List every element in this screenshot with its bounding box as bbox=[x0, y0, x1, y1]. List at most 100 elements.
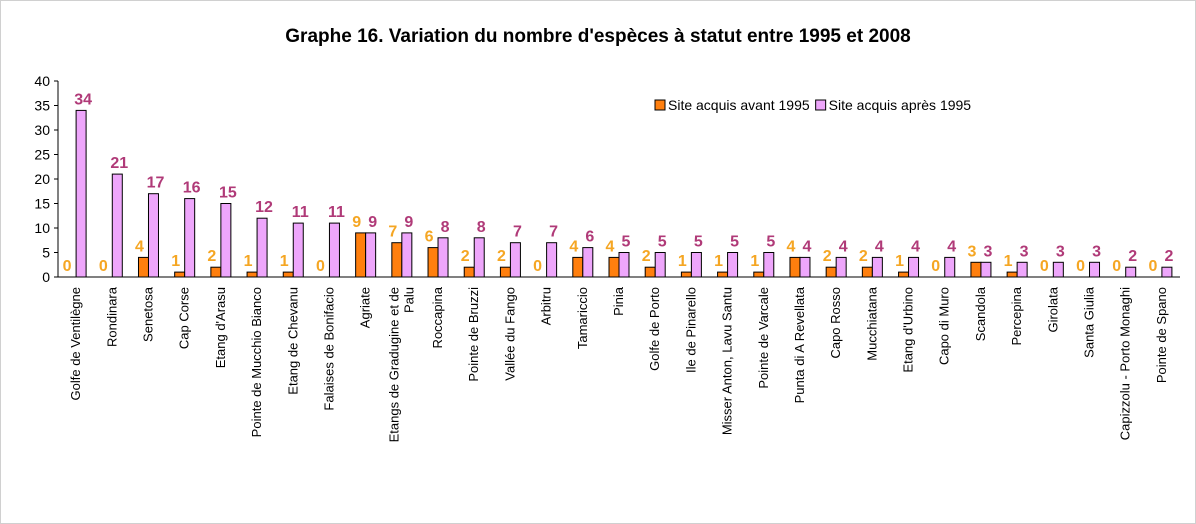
bar bbox=[970, 261, 982, 278]
value-label: 11 bbox=[328, 204, 345, 221]
value-label: 2 bbox=[859, 248, 868, 265]
bar bbox=[509, 242, 521, 278]
value-label: 3 bbox=[967, 243, 976, 260]
x-tick-label: Vallée du Fango bbox=[502, 287, 517, 381]
x-tick-label: Etang d'Urbino bbox=[901, 287, 916, 373]
x-tick-label: Santa Giulia bbox=[1082, 286, 1097, 358]
x-tick-label: Etang d'Arasu bbox=[213, 287, 228, 368]
x-tick-label: Capo Rosso bbox=[828, 287, 843, 359]
y-tick-label: 15 bbox=[34, 196, 50, 212]
value-label: 0 bbox=[316, 258, 325, 275]
y-tick-label: 40 bbox=[34, 73, 50, 89]
y-tick-label: 5 bbox=[42, 245, 50, 261]
bar bbox=[256, 217, 268, 278]
value-label: 2 bbox=[642, 248, 651, 265]
bar bbox=[980, 261, 992, 278]
bar bbox=[680, 271, 692, 278]
value-label: 1 bbox=[1004, 253, 1013, 270]
y-tick-label: 30 bbox=[34, 122, 50, 138]
y-tick-label: 20 bbox=[34, 171, 50, 187]
bar bbox=[365, 232, 377, 278]
value-label: 4 bbox=[787, 238, 796, 255]
bar bbox=[391, 242, 403, 278]
x-tick-label: Senetosa bbox=[140, 286, 155, 342]
value-label: 9 bbox=[352, 214, 361, 231]
x-tick-label: Girolata bbox=[1045, 286, 1060, 332]
value-label: 6 bbox=[585, 229, 594, 246]
value-label: 5 bbox=[622, 234, 631, 251]
value-label: 2 bbox=[497, 248, 506, 265]
bar bbox=[799, 256, 811, 278]
value-label: 21 bbox=[110, 155, 128, 172]
bar bbox=[220, 203, 232, 278]
bar bbox=[825, 266, 837, 278]
value-label: 4 bbox=[947, 238, 956, 255]
bar bbox=[137, 256, 149, 278]
bar bbox=[644, 266, 656, 278]
bar bbox=[717, 271, 729, 278]
value-label: 1 bbox=[750, 253, 759, 270]
legend-swatch bbox=[815, 99, 827, 111]
bar bbox=[1016, 261, 1028, 278]
value-label: 9 bbox=[404, 214, 413, 231]
value-label: 8 bbox=[477, 219, 486, 236]
bar bbox=[147, 193, 159, 278]
bar bbox=[1125, 266, 1137, 278]
x-tick-label: Pointe de Spano bbox=[1154, 287, 1169, 383]
value-label: 11 bbox=[292, 204, 309, 221]
bar bbox=[908, 256, 920, 278]
x-tick-label: Pointe de Varcale bbox=[756, 287, 771, 389]
value-label: 0 bbox=[1148, 258, 1157, 275]
value-label: 2 bbox=[1164, 248, 1173, 265]
value-label: 0 bbox=[1076, 258, 1085, 275]
value-label: 17 bbox=[147, 175, 165, 192]
bar bbox=[210, 266, 222, 278]
x-tick-label: Cap Corse bbox=[177, 287, 192, 349]
x-tick-label: Pointe de Mucchio Bianco bbox=[249, 287, 264, 437]
bar bbox=[572, 256, 584, 278]
y-tick-label: 0 bbox=[42, 269, 50, 285]
value-label: 4 bbox=[839, 238, 848, 255]
value-label: 2 bbox=[207, 248, 216, 265]
legend-label: Site acquis avant 1995 bbox=[668, 97, 810, 113]
legend-swatch bbox=[654, 99, 666, 111]
x-tick-label: Capizzolu - Porto Monaghi bbox=[1118, 287, 1133, 440]
value-label: 7 bbox=[513, 224, 522, 241]
value-label: 1 bbox=[714, 253, 723, 270]
bar bbox=[292, 222, 304, 278]
bar bbox=[727, 252, 739, 278]
value-label: 34 bbox=[74, 91, 92, 108]
x-tick-label: Pointe de Bruzzi bbox=[466, 287, 481, 382]
value-label: 9 bbox=[368, 214, 377, 231]
x-tick-label: Punta di A Revellata bbox=[792, 286, 807, 403]
value-label: 1 bbox=[280, 253, 289, 270]
value-label: 5 bbox=[766, 234, 775, 251]
value-label: 0 bbox=[63, 258, 72, 275]
value-label: 4 bbox=[875, 238, 884, 255]
value-label: 1 bbox=[171, 253, 180, 270]
bar bbox=[861, 266, 873, 278]
value-label: 7 bbox=[549, 224, 558, 241]
bar bbox=[328, 222, 340, 278]
bar bbox=[174, 271, 186, 278]
bar bbox=[463, 266, 475, 278]
bar bbox=[618, 252, 630, 278]
value-label: 4 bbox=[911, 238, 920, 255]
value-label: 12 bbox=[255, 199, 273, 216]
value-label: 0 bbox=[99, 258, 108, 275]
value-label: 4 bbox=[803, 238, 812, 255]
value-label: 2 bbox=[461, 248, 470, 265]
value-label: 8 bbox=[441, 219, 450, 236]
value-label: 5 bbox=[694, 234, 703, 251]
value-label: 7 bbox=[388, 224, 397, 241]
bar bbox=[753, 271, 765, 278]
chart-title: Graphe 16. Variation du nombre d'espèces… bbox=[285, 26, 910, 47]
x-tick-label: Etang de Chevanu bbox=[285, 287, 300, 395]
value-label: 3 bbox=[1056, 243, 1065, 260]
x-tick-label: Agriate bbox=[358, 287, 373, 328]
y-tick-label: 10 bbox=[34, 220, 50, 236]
bar bbox=[401, 232, 413, 278]
bar bbox=[1161, 266, 1173, 278]
bar bbox=[789, 256, 801, 278]
bar bbox=[1052, 261, 1064, 278]
